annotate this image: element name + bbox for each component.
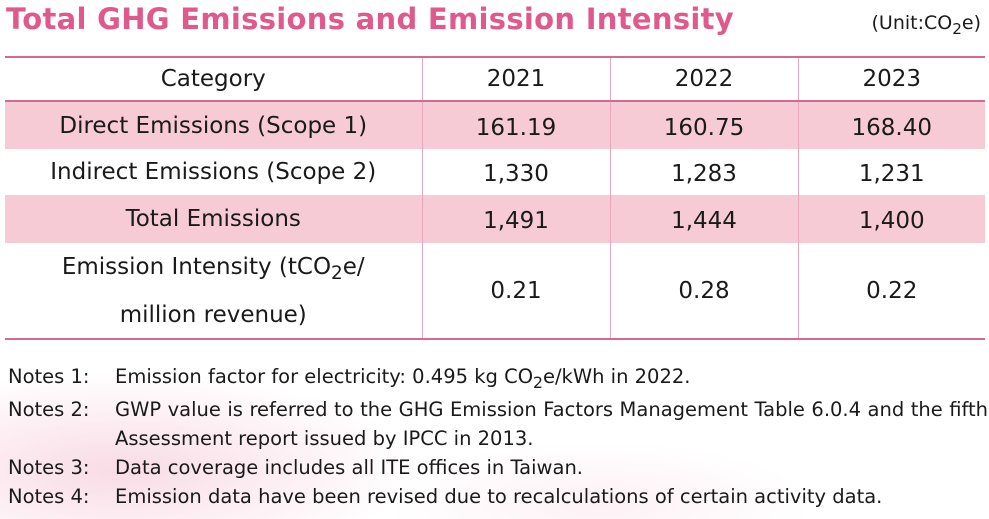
row-label: Total Emissions (125, 206, 301, 232)
header-year-2023: 2023 (797, 57, 985, 101)
note-label: Notes 4: (8, 485, 90, 508)
cell-value: 0.28 (609, 243, 798, 339)
cell-value: 1,444 (609, 195, 798, 243)
note-label: Notes 1: (8, 365, 90, 388)
cell-value: 0.21 (421, 243, 610, 339)
table-row-total: Total Emissions 1,491 1,444 1,400 (5, 195, 985, 243)
note-2: Notes 2: GWP value is referred to the GH… (8, 395, 988, 453)
cell-value: 160.75 (609, 101, 798, 149)
notes-section: Notes 1: Emission factor for electricity… (8, 362, 988, 511)
header-year-2021: 2021 (421, 57, 610, 101)
table-row-intensity: Emission Intensity (tCO2e/million revenu… (5, 243, 985, 339)
header-year-2022: 2022 (609, 57, 798, 101)
row-label: Direct Emissions (Scope 1) (59, 112, 368, 139)
table-row-scope1: Direct Emissions (Scope 1) 161.19 160.75… (5, 101, 985, 149)
cell-value: 1,283 (609, 149, 798, 195)
cell-value: 1,231 (797, 149, 985, 195)
note-label: Notes 2: (8, 398, 90, 421)
note-1: Notes 1: Emission factor for electricity… (8, 362, 988, 393)
table-row-scope2: Indirect Emissions (Scope 2) 1,330 1,283… (5, 149, 985, 195)
row-label: Emission Intensity (tCO2e/million revenu… (61, 253, 365, 328)
note-text: GWP value is referred to the GHG Emissio… (115, 398, 988, 450)
note-text: Data coverage includes all ITE offices i… (115, 456, 583, 479)
emissions-table: Category 2021 2022 2023 Direct Emissions… (5, 56, 985, 340)
note-3: Notes 3: Data coverage includes all ITE … (8, 453, 988, 482)
cell-value: 1,330 (421, 149, 610, 195)
unit-label: (Unit:CO2e) (871, 12, 982, 38)
cell-value: 161.19 (421, 101, 610, 149)
cell-value: 168.40 (797, 101, 985, 149)
cell-value: 0.22 (797, 243, 985, 339)
table-header-row: Category 2021 2022 2023 (5, 57, 985, 101)
cell-value: 1,491 (421, 195, 610, 243)
page-title: Total GHG Emissions and Emission Intensi… (6, 2, 734, 36)
row-label: Indirect Emissions (Scope 2) (50, 159, 377, 185)
cell-value: 1,400 (797, 195, 985, 243)
note-text: Emission factor for electricity: 0.495 k… (115, 365, 691, 392)
header-category: Category (160, 66, 266, 92)
note-text: Emission data have been revised due to r… (115, 485, 883, 508)
note-label: Notes 3: (8, 456, 90, 479)
note-4: Notes 4: Emission data have been revised… (8, 482, 988, 511)
